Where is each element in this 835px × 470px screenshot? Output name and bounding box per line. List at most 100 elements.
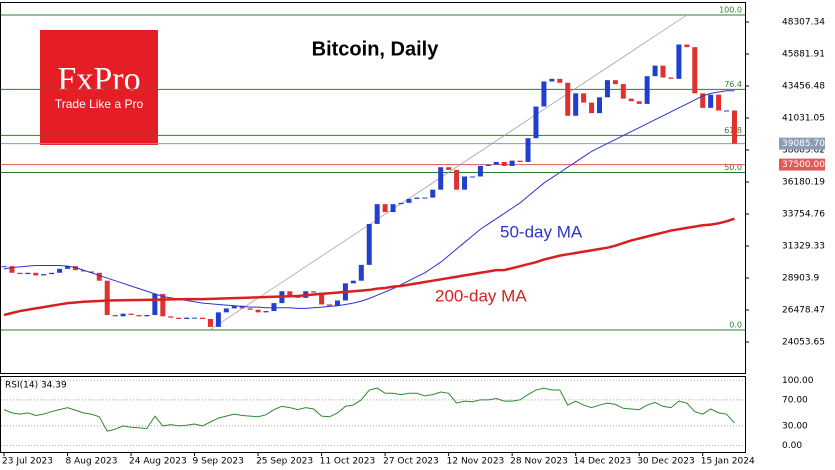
candle xyxy=(184,317,190,319)
logo-box xyxy=(40,30,158,145)
candle xyxy=(104,280,110,315)
candle xyxy=(581,93,587,103)
candle xyxy=(636,101,642,104)
candle xyxy=(72,266,78,271)
price-label: 37500.00 xyxy=(782,160,825,170)
y-tick-label: 36180.19 xyxy=(782,178,825,188)
candle xyxy=(430,189,436,198)
candle xyxy=(676,44,682,79)
candle xyxy=(398,202,404,205)
y-tick-label: 28903.9 xyxy=(782,274,819,284)
candle xyxy=(128,313,134,315)
candle xyxy=(501,161,507,166)
logo-tagline: Trade Like a Pro xyxy=(55,97,144,111)
candle xyxy=(176,317,182,319)
candle xyxy=(684,44,690,48)
candle xyxy=(525,138,531,162)
candle xyxy=(215,312,221,327)
candle xyxy=(604,80,610,98)
candle xyxy=(223,308,229,313)
y-tick-label: 41031.05 xyxy=(782,114,825,124)
x-tick-label: 24 Aug 2023 xyxy=(129,457,187,467)
candle xyxy=(438,167,444,190)
trend-line xyxy=(210,14,688,330)
candle xyxy=(247,308,253,310)
x-tick-label: 9 Sep 2023 xyxy=(193,457,244,467)
y-tick-label: 24053.65 xyxy=(782,337,825,347)
candle xyxy=(509,160,515,166)
candle xyxy=(207,318,213,327)
candle xyxy=(644,76,650,104)
x-tick-label: 14 Dec 2023 xyxy=(574,457,632,467)
price-label-box xyxy=(779,137,825,150)
fib-level-label: 100.0 xyxy=(719,5,742,14)
candle xyxy=(612,80,618,85)
candle xyxy=(565,82,571,116)
candle xyxy=(493,161,499,165)
candle xyxy=(462,176,468,190)
candle xyxy=(231,305,237,309)
x-tick-label: 25 Sep 2023 xyxy=(256,457,313,467)
candle xyxy=(319,292,325,305)
indicator-label: RSI(14) 34.39 xyxy=(5,381,67,391)
candle xyxy=(152,293,158,315)
y-tick-label: 43456.48 xyxy=(782,81,825,91)
candle xyxy=(589,102,595,114)
candle xyxy=(620,84,626,99)
candle xyxy=(573,93,579,116)
y-tick-label: 31329.33 xyxy=(782,242,825,252)
candle xyxy=(668,77,674,79)
candle xyxy=(716,94,722,111)
x-tick-label: 8 Aug 2023 xyxy=(66,457,118,467)
candle xyxy=(88,271,94,273)
y-tick-label: 100.00 xyxy=(782,376,814,386)
candle xyxy=(485,164,491,166)
ma-line xyxy=(3,217,735,317)
y-tick-label: 26478.47 xyxy=(782,306,825,316)
y-tick-label: 0.00 xyxy=(782,441,802,451)
candle xyxy=(120,313,126,317)
candle xyxy=(406,198,412,203)
chart-title: Bitcoin, Daily xyxy=(312,38,440,60)
candle xyxy=(469,176,475,178)
candle xyxy=(200,317,205,319)
candle xyxy=(652,65,658,77)
candle xyxy=(358,264,364,281)
candle xyxy=(9,266,15,273)
candle xyxy=(366,223,372,265)
candle xyxy=(350,280,356,284)
x-tick-label: 12 Nov 2023 xyxy=(447,457,505,467)
candle xyxy=(731,110,737,144)
candle xyxy=(192,317,198,319)
candle xyxy=(597,97,602,114)
candle xyxy=(168,316,174,318)
x-tick-label: 11 Oct 2023 xyxy=(320,457,376,467)
candle xyxy=(549,78,555,82)
candle xyxy=(446,167,452,170)
price-panel xyxy=(0,2,746,374)
candle xyxy=(160,293,166,317)
logo-brand: FxPro xyxy=(57,61,140,98)
price-label-box xyxy=(779,158,825,171)
y-tick-label: 38605.62 xyxy=(782,146,825,156)
candle xyxy=(1,266,7,268)
y-tick-label: 33754.76 xyxy=(782,210,825,220)
annotation: 200-day MA xyxy=(435,286,527,305)
candle xyxy=(287,291,293,296)
x-tick-label: 30 Dec 2023 xyxy=(637,457,695,467)
candle xyxy=(144,314,150,317)
annotation: 50-day MA xyxy=(500,222,583,241)
rsi-line xyxy=(3,387,735,432)
candle xyxy=(422,197,428,199)
fib-level-label: 0.0 xyxy=(729,321,742,330)
candle xyxy=(557,78,563,83)
candle xyxy=(334,300,340,306)
candle xyxy=(477,165,483,177)
candle xyxy=(414,197,420,199)
y-tick-label: 70.00 xyxy=(782,395,808,405)
candle xyxy=(17,272,23,275)
rsi-panel xyxy=(0,376,746,453)
candle xyxy=(692,47,698,94)
candle xyxy=(533,106,539,139)
